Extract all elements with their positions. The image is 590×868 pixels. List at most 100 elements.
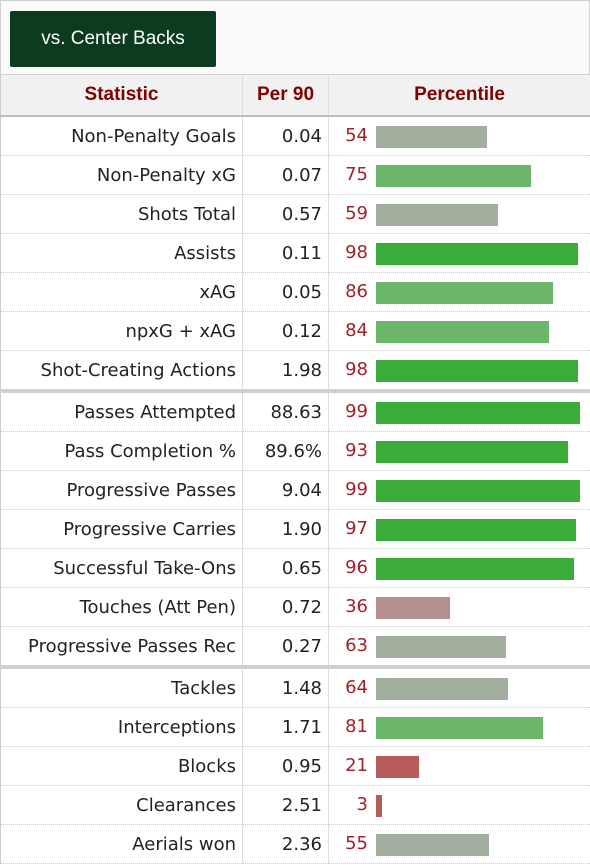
- table-row: Progressive Passes Rec 0.27 63: [0, 626, 590, 668]
- per90-value: 88.63: [242, 389, 329, 432]
- stat-name: Tackles: [0, 665, 243, 708]
- scouting-report-table: Statistic Per 90 Percentile Non-Penalty …: [0, 74, 590, 864]
- stat-name: Non-Penalty Goals: [0, 116, 243, 156]
- stat-name: Aerials won: [0, 824, 243, 864]
- percentile-value: 55: [345, 833, 368, 854]
- percentile-bar: [376, 480, 580, 502]
- header-bar: vs. Center Backs: [0, 0, 590, 75]
- table-row: Shot-Creating Actions 1.98 98: [0, 350, 590, 392]
- table-header-row: Statistic Per 90 Percentile: [0, 74, 590, 117]
- percentile-bar: [376, 165, 531, 187]
- percentile-value: 96: [345, 557, 368, 578]
- table-row: Touches (Att Pen) 0.72 36: [0, 587, 590, 627]
- table-row: Pass Completion % 89.6% 93: [0, 431, 590, 471]
- percentile-bar: [376, 204, 498, 226]
- stat-name: xAG: [0, 272, 243, 312]
- table-row: Tackles 1.48 64: [0, 665, 590, 708]
- per90-value: 0.11: [242, 233, 329, 273]
- table-row: Assists 0.11 98: [0, 233, 590, 273]
- per90-value: 0.07: [242, 155, 329, 195]
- percentile-bar: [376, 717, 543, 739]
- column-header-statistic[interactable]: Statistic: [0, 74, 243, 117]
- stat-name: npxG + xAG: [0, 311, 243, 351]
- percentile-bar: [376, 834, 489, 856]
- percentile-value: 86: [345, 281, 368, 302]
- percentile-bar: [376, 519, 576, 541]
- percentile-cell: 36: [328, 587, 590, 627]
- percentile-bar: [376, 360, 578, 382]
- stat-name: Progressive Carries: [0, 509, 243, 549]
- percentile-bar: [376, 441, 568, 463]
- percentile-bar: [376, 243, 578, 265]
- percentile-bar: [376, 756, 419, 778]
- stat-name: Passes Attempted: [0, 389, 243, 432]
- percentile-bar: [376, 126, 487, 148]
- percentile-value: 36: [345, 596, 368, 617]
- percentile-cell: 97: [328, 509, 590, 549]
- per90-value: 0.12: [242, 311, 329, 351]
- percentile-cell: 99: [328, 389, 590, 432]
- percentile-value: 75: [345, 164, 368, 185]
- percentile-value: 59: [345, 203, 368, 224]
- table-row: Shots Total 0.57 59: [0, 194, 590, 234]
- per90-value: 2.36: [242, 824, 329, 864]
- percentile-value: 99: [345, 401, 368, 422]
- percentile-value: 64: [345, 677, 368, 698]
- stat-name: Blocks: [0, 746, 243, 786]
- percentile-cell: 84: [328, 311, 590, 351]
- table-row: Progressive Carries 1.90 97: [0, 509, 590, 549]
- percentile-cell: 99: [328, 470, 590, 510]
- stat-name: Shot-Creating Actions: [0, 350, 243, 392]
- per90-value: 1.98: [242, 350, 329, 392]
- percentile-bar: [376, 678, 508, 700]
- table-row: Interceptions 1.71 81: [0, 707, 590, 747]
- percentile-cell: 59: [328, 194, 590, 234]
- percentile-cell: 75: [328, 155, 590, 195]
- column-header-percentile[interactable]: Percentile: [328, 74, 590, 117]
- column-header-per90[interactable]: Per 90: [242, 74, 329, 117]
- per90-value: 0.57: [242, 194, 329, 234]
- per90-value: 0.72: [242, 587, 329, 627]
- per90-value: 89.6%: [242, 431, 329, 471]
- table-row: Passes Attempted 88.63 99: [0, 389, 590, 432]
- stat-name: Progressive Passes Rec: [0, 626, 243, 668]
- percentile-bar: [376, 558, 574, 580]
- stat-name: Progressive Passes: [0, 470, 243, 510]
- stat-name: Successful Take-Ons: [0, 548, 243, 588]
- per90-value: 0.65: [242, 548, 329, 588]
- percentile-value: 3: [356, 794, 368, 815]
- stat-name: Touches (Att Pen): [0, 587, 243, 627]
- stat-name: Shots Total: [0, 194, 243, 234]
- percentile-bar: [376, 321, 549, 343]
- percentile-bar: [376, 402, 580, 424]
- percentile-cell: 54: [328, 116, 590, 156]
- percentile-value: 97: [345, 518, 368, 539]
- percentile-cell: 55: [328, 824, 590, 864]
- tab-vs-center-backs[interactable]: vs. Center Backs: [10, 11, 216, 67]
- percentile-cell: 21: [328, 746, 590, 786]
- per90-value: 0.05: [242, 272, 329, 312]
- per90-value: 0.04: [242, 116, 329, 156]
- percentile-value: 98: [345, 242, 368, 263]
- percentile-cell: 86: [328, 272, 590, 312]
- percentile-cell: 3: [328, 785, 590, 825]
- table-body: Non-Penalty Goals 0.04 54 Non-Penalty xG 0.0…: [0, 116, 590, 864]
- percentile-value: 84: [345, 320, 368, 341]
- per90-value: 0.27: [242, 626, 329, 668]
- percentile-value: 99: [345, 479, 368, 500]
- stat-name: Interceptions: [0, 707, 243, 747]
- percentile-value: 21: [345, 755, 368, 776]
- table-row: xAG 0.05 86: [0, 272, 590, 312]
- table-row: Non-Penalty xG 0.07 75: [0, 155, 590, 195]
- table-row: Blocks 0.95 21: [0, 746, 590, 786]
- percentile-value: 81: [345, 716, 368, 737]
- percentile-cell: 64: [328, 665, 590, 708]
- percentile-cell: 63: [328, 626, 590, 668]
- percentile-cell: 96: [328, 548, 590, 588]
- percentile-bar: [376, 282, 553, 304]
- table-row: Progressive Passes 9.04 99: [0, 470, 590, 510]
- table-row: npxG + xAG 0.12 84: [0, 311, 590, 351]
- percentile-value: 93: [345, 440, 368, 461]
- percentile-bar: [376, 795, 382, 817]
- stat-name: Pass Completion %: [0, 431, 243, 471]
